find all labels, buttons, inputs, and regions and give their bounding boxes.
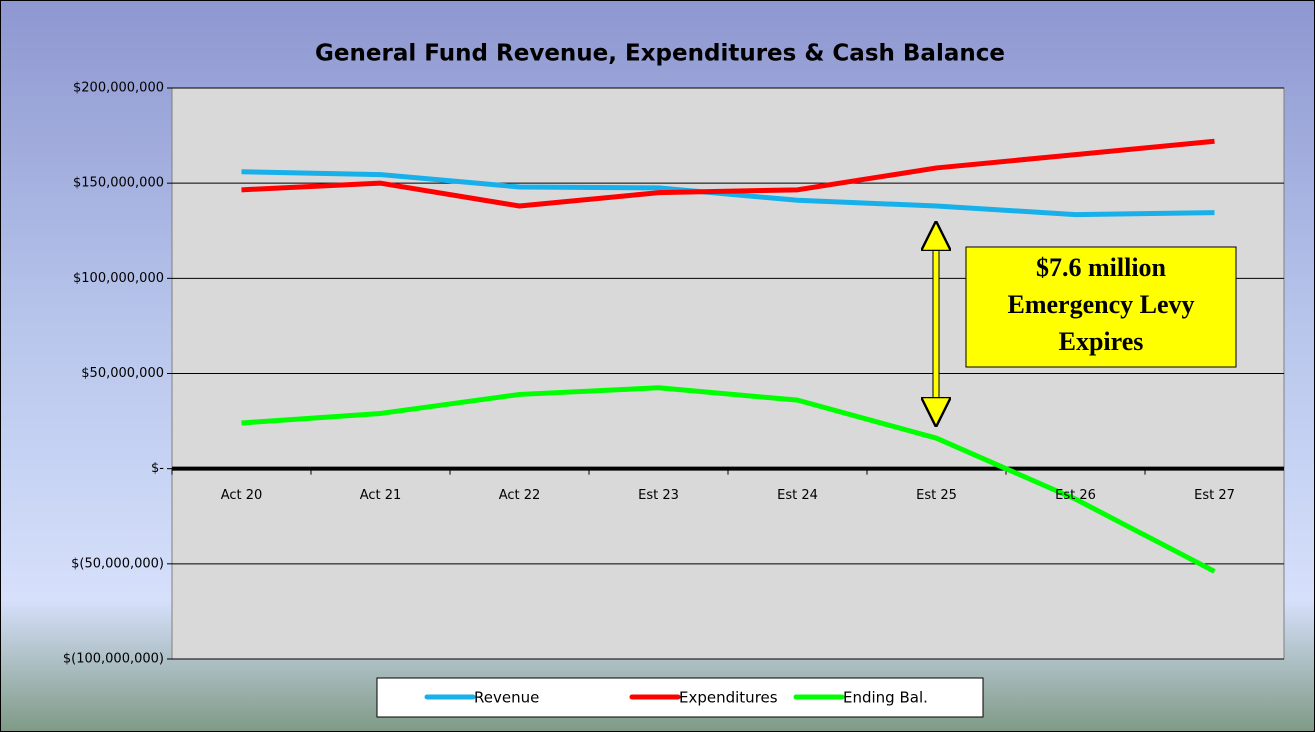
x-tick-label: Est 23 (638, 488, 679, 503)
annotation-line: $7.6 million (1036, 253, 1167, 282)
x-tick-label: Act 22 (499, 488, 541, 503)
x-tick-label: Est 25 (916, 488, 957, 503)
y-tick-label: $50,000,000 (81, 366, 164, 381)
y-tick-label: $150,000,000 (73, 176, 164, 191)
y-tick-label: $(100,000,000) (63, 652, 164, 667)
y-tick-label: $100,000,000 (73, 271, 164, 286)
legend-label: Expenditures (679, 689, 778, 707)
x-tick-label: Est 24 (777, 488, 818, 503)
x-tick-label: Est 27 (1194, 488, 1235, 503)
series-line (241, 169, 1215, 218)
legend-label: Ending Bal. (843, 689, 928, 707)
x-tick-label: Act 21 (360, 488, 402, 503)
chart-title: General Fund Revenue, Expenditures & Cas… (315, 41, 1005, 67)
annotation-line: Expires (1059, 327, 1144, 356)
y-tick-label: $(50,000,000) (71, 556, 164, 571)
annotation-line: Emergency Levy (1007, 290, 1194, 319)
y-tick-label: $- (151, 461, 164, 476)
series-line (241, 385, 1216, 574)
x-tick-label: Est 26 (1055, 488, 1096, 503)
series-line (241, 138, 1215, 209)
x-tick-label: Act 20 (221, 488, 263, 503)
annotation-box (965, 246, 1237, 368)
legend-label: Revenue (474, 689, 539, 707)
y-tick-label: $200,000,000 (73, 81, 164, 96)
